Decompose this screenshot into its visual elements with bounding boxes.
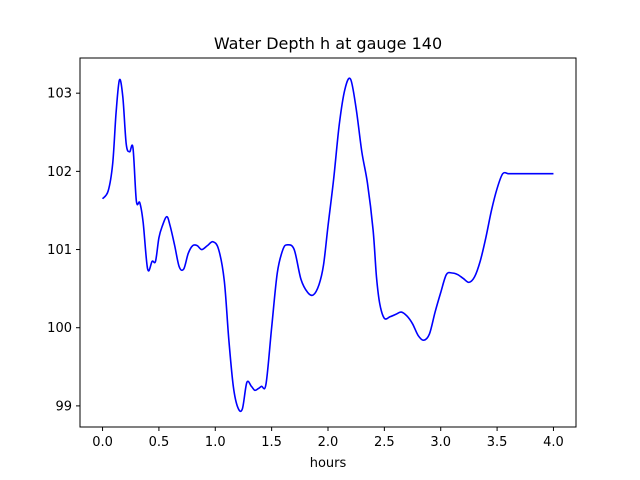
x-tick-label: 0.5: [149, 435, 170, 450]
y-tick-label: 103: [47, 87, 72, 102]
x-tick-label: 1.0: [205, 435, 226, 450]
x-axis: 0.0 0.5 1.0 1.5 2.0 2.5 3.0 3.5 4.0: [92, 427, 564, 450]
series-line-0: [101, 77, 554, 413]
x-tick-label: 0.0: [92, 435, 113, 450]
y-tick-label: 99: [55, 399, 72, 414]
x-tick-label: 3.5: [487, 435, 508, 450]
x-axis-label: hours: [310, 456, 347, 471]
x-tick-label: 2.0: [318, 435, 339, 450]
y-tick-label: 100: [47, 321, 72, 336]
plot-area: [79, 57, 577, 428]
x-tick-label: 3.0: [430, 435, 451, 450]
chart-title: Water Depth h at gauge 140: [214, 34, 442, 53]
x-tick-label: 4.0: [543, 435, 564, 450]
y-tick-label: 102: [47, 165, 72, 180]
x-tick-label: 2.5: [374, 435, 395, 450]
plot-frame: [79, 57, 577, 428]
x-tick-label: 1.5: [261, 435, 282, 450]
y-tick-label: 101: [47, 243, 72, 258]
y-axis: 99 100 101 102 103: [47, 87, 80, 414]
